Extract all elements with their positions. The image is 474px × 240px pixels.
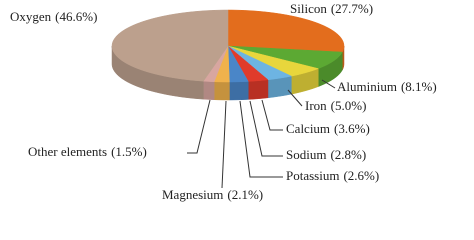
slice-side — [203, 80, 215, 101]
leader-line — [261, 99, 283, 131]
pie-slice — [111, 9, 229, 82]
slice-side — [248, 79, 269, 100]
slice-label: Potassium (2.6%) — [286, 168, 379, 183]
value-label: (1.5%) — [111, 144, 147, 159]
category-name: Potassium — [286, 168, 339, 183]
leader-line — [239, 100, 283, 178]
category-name: Calcium — [286, 121, 330, 136]
pie-slice — [227, 9, 345, 53]
slice-label: Aluminium (8.1%) — [337, 79, 437, 94]
slice-label: Silicon (27.7%) — [290, 1, 373, 16]
leader-line — [321, 79, 336, 89]
slice-label: Sodium (2.8%) — [286, 147, 366, 162]
value-label: (3.6%) — [334, 121, 370, 136]
category-name: Sodium — [286, 147, 326, 162]
value-label: (2.1%) — [227, 187, 263, 202]
value-label: (46.6%) — [55, 9, 97, 24]
pie-slice — [227, 45, 249, 83]
value-label: (2.8%) — [330, 147, 366, 162]
category-name: Silicon — [290, 1, 327, 16]
slice-label: Iron (5.0%) — [305, 98, 366, 113]
pie-slice — [227, 45, 320, 77]
slice-side — [229, 81, 249, 101]
value-label: (27.7%) — [331, 1, 373, 16]
category-name: Magnesium — [162, 187, 223, 202]
pie-slice — [227, 45, 343, 69]
category-name: Other elements — [28, 144, 107, 159]
slice-side — [213, 81, 230, 101]
pie-slice — [227, 45, 269, 82]
leader-line — [187, 99, 211, 154]
slice-label: Other elements (1.5%) — [28, 144, 147, 159]
slice-label: Magnesium (2.1%) — [162, 187, 263, 202]
value-label: (2.6%) — [343, 168, 379, 183]
leader-line — [287, 89, 303, 107]
slice-label: Calcium (3.6%) — [286, 121, 370, 136]
pie-slice — [227, 45, 293, 81]
chart: Oxygen (46.6%) Silicon (27.7%) Aluminium (8.1… — [10, 1, 437, 202]
category-name: Aluminium — [337, 79, 397, 94]
slice-label: Oxygen (46.6%) — [10, 9, 97, 24]
category-name: Oxygen — [10, 9, 52, 24]
category-name: Iron — [305, 98, 327, 113]
leader-line — [221, 100, 227, 189]
value-label: (8.1%) — [401, 79, 437, 94]
value-label: (5.0%) — [331, 98, 367, 113]
leader-line — [249, 100, 283, 157]
